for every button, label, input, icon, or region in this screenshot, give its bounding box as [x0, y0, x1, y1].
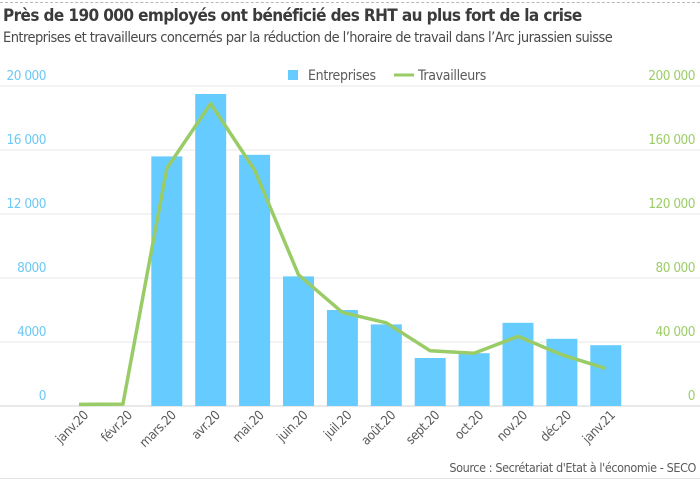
x-axis-tick-label: oct.20: [452, 408, 487, 443]
right-axis-tick-label: 0: [688, 388, 695, 404]
left-axis-tick-label: 12 000: [7, 196, 46, 212]
bottom-divider: [0, 478, 700, 479]
x-axis-tick-label: janv.21: [579, 408, 618, 447]
x-axis-tick-label: nov.20: [494, 408, 531, 445]
x-axis-tick-label: mai.20: [230, 408, 267, 445]
x-axis-tick-label: avr.20: [189, 408, 224, 443]
x-axis-tick-label: janv.20: [53, 408, 92, 447]
right-axis-tick-label: 80 000: [656, 260, 695, 276]
bar-series-entreprises: [151, 94, 622, 406]
source-note: Source : Secrétariat d'Etat à l'économie…: [449, 460, 696, 475]
right-axis-tick-label: 40 000: [656, 324, 695, 340]
right-axis-tick-label: 160 000: [648, 132, 695, 148]
x-axis-labels: janv.20 févr.20 mars.20 avr.20 mai.20 juin.20…: [53, 408, 619, 451]
x-axis-tick-label: févr.20: [99, 408, 136, 445]
line-series-travailleurs: [78, 101, 607, 407]
x-axis-tick-label: juin.20: [274, 408, 312, 446]
bar-juin.20: [283, 276, 314, 406]
chart-title: Près de 190 000 employés ont bénéficié d…: [3, 6, 582, 26]
left-axis-tick-label: 16 000: [7, 132, 46, 148]
x-axis-tick-label: déc.20: [538, 408, 575, 445]
bar-sept.20: [414, 358, 446, 406]
right-axis-tick-label: 120 000: [648, 196, 695, 212]
bar-janv.21: [590, 345, 622, 406]
bar-avr.20: [195, 94, 227, 406]
bar-juil.20: [326, 310, 358, 406]
x-axis-tick-label: mars.20: [137, 408, 180, 451]
legend-label-entreprises: Entreprises: [308, 68, 376, 84]
bar-août.20: [370, 324, 402, 406]
legend-swatch-entreprises: [288, 70, 298, 80]
left-axis-tick-label: 4000: [17, 324, 46, 340]
x-axis-tick-label: juil.20: [321, 408, 356, 443]
top-divider: [0, 2, 700, 3]
left-axis-tick-label: 0: [39, 388, 46, 404]
chart-subtitle: Entreprises et travailleurs concernés pa…: [3, 30, 613, 46]
x-axis-tick-label: août.20: [359, 408, 399, 448]
legend: Entreprises Travailleurs: [288, 68, 486, 84]
x-axis-tick-label: sept.20: [403, 408, 443, 448]
left-axis-tick-label: 8000: [17, 260, 46, 276]
bar-oct.20: [458, 353, 490, 406]
legend-label-travailleurs: Travailleurs: [417, 68, 486, 84]
right-axis-tick-label: 200 000: [648, 68, 695, 84]
left-axis-ticks: 0 4000 8000 12 000 16 000 20 000: [7, 68, 47, 404]
bar-mars.20: [151, 156, 183, 406]
left-axis-tick-label: 20 000: [7, 68, 46, 84]
right-axis-ticks: 0 40 000 80 000 120 000 160 000 200 000: [648, 68, 695, 404]
